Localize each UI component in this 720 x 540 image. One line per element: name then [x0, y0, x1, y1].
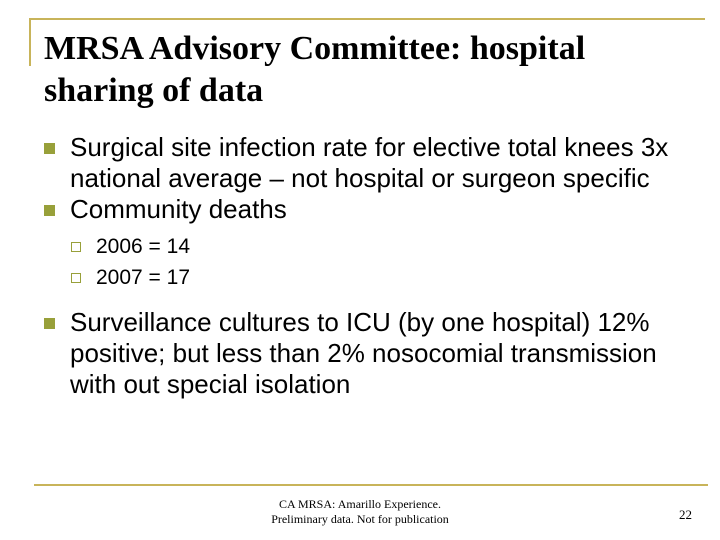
page-number: 22	[679, 507, 692, 522]
footer-caption: CA MRSA: Amarillo Experience. Preliminar…	[250, 497, 470, 527]
bullet-text: Community deaths	[70, 194, 287, 224]
footer-line-2: Preliminary data. Not for publication	[271, 512, 449, 526]
footer-rule	[34, 484, 708, 486]
square-bullet-icon	[44, 143, 55, 154]
sub-bullet-text: 2007 = 17	[96, 266, 191, 289]
bullet-text: Surveillance cultures to ICU (by one hos…	[70, 307, 657, 399]
footer-line-1: CA MRSA: Amarillo Experience.	[279, 497, 441, 511]
title-frame-top-rule	[29, 18, 705, 20]
hollow-square-bullet-icon	[71, 242, 81, 252]
square-bullet-icon	[44, 205, 55, 216]
hollow-square-bullet-icon	[71, 273, 81, 283]
bullet-surveillance-cultures: Surveillance cultures to ICU (by one hos…	[44, 307, 684, 400]
sub-bullet-2007: 2007 = 17	[44, 262, 684, 293]
bullet-ssi-rate: Surgical site infection rate for electiv…	[44, 132, 684, 194]
sub-bullet-text: 2006 = 14	[96, 235, 191, 258]
title-frame-left-rule	[29, 18, 31, 66]
sub-bullet-2006: 2006 = 14	[44, 231, 684, 262]
slide-body: Surgical site infection rate for electiv…	[44, 132, 684, 400]
bullet-text: Surgical site infection rate for electiv…	[70, 132, 669, 193]
bullet-community-deaths: Community deaths	[44, 194, 684, 225]
slide-title: MRSA Advisory Committee: hospital sharin…	[44, 30, 586, 109]
square-bullet-icon	[44, 318, 55, 329]
